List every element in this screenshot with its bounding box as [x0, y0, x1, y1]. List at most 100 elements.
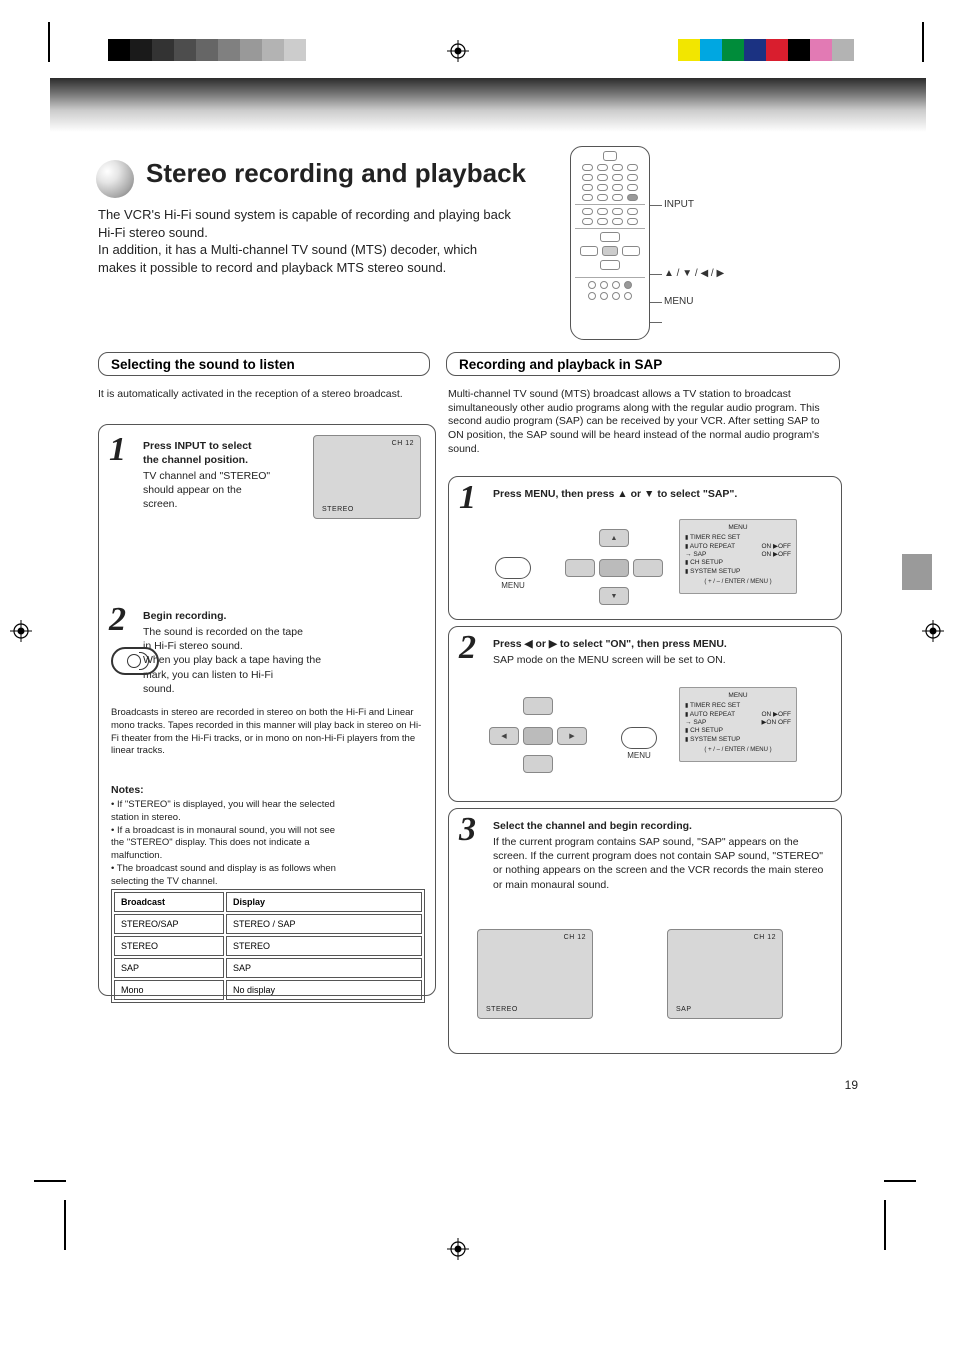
step-number: 1: [109, 431, 126, 469]
right-box-step2: 2 Press ◀ or ▶ to select "ON", then pres…: [448, 626, 842, 802]
registration-mark-icon: [447, 1238, 469, 1260]
swatch: [744, 39, 766, 61]
note-line: • If "STEREO" is displayed, you will hea…: [111, 799, 335, 810]
menu-button-label: MENU: [621, 751, 657, 760]
osd-row-r: ON ▶OFF: [761, 711, 791, 720]
right-box-step1: 1 Press MENU, then press ▲ or ▼ to selec…: [448, 476, 842, 620]
hifi-icon: [111, 647, 159, 675]
step-line: Press INPUT to select: [143, 440, 252, 452]
note-line: malfunction.: [111, 850, 162, 861]
swatch: [218, 39, 240, 61]
osd-row-r: ON ▶OFF: [761, 543, 791, 552]
left-box: 1 Press INPUT to select the channel posi…: [98, 424, 436, 996]
osd-title: MENU: [685, 524, 791, 532]
step-number: 2: [459, 629, 476, 667]
tv-screen: CH 12 SAP: [667, 929, 783, 1019]
color-bar-process: [678, 39, 854, 61]
section-bar-left: Selecting the sound to listen: [98, 352, 430, 376]
header-gradient: [50, 78, 926, 132]
notes-body: • If "STEREO" is displayed, you will hea…: [111, 799, 425, 889]
menu-button-icon: [621, 727, 657, 749]
osd-row-r: ▶ON OFF: [761, 719, 791, 727]
tv-channel: CH 12: [754, 934, 776, 941]
dpad-icon: ▲ ▼: [551, 529, 677, 613]
tv-tag: SAP: [676, 1006, 692, 1013]
swatch: [108, 39, 130, 61]
osd-row: AUTO REPEAT: [690, 711, 735, 718]
table-cell: No display: [226, 980, 422, 1000]
note-line: • If a broadcast is in monaural sound, y…: [111, 825, 335, 836]
swatch: [832, 39, 854, 61]
note-line: the "STEREO" display. This does not indi…: [111, 837, 310, 848]
step-line: Begin recording.: [143, 610, 226, 622]
table-cell: STEREO/SAP: [114, 914, 224, 934]
osd-footer: ( + / – / ENTER / MENU ): [685, 579, 791, 587]
swatch: [196, 39, 218, 61]
note-line: Broadcasts in stereo are recorded in ste…: [111, 707, 306, 718]
step1r-title: Press MENU, then press ▲ or ▼ to select …: [493, 487, 823, 501]
tv-channel: CH 12: [564, 934, 586, 941]
leader-line: [650, 302, 662, 303]
swatch: [766, 39, 788, 61]
table-cell: SAP: [114, 958, 224, 978]
swatch: [700, 39, 722, 61]
step-line: When you play back a tape having the: [143, 654, 321, 666]
menu-button-icon: [495, 557, 531, 579]
step2-body: The sound is recorded on the tape in Hi-…: [143, 625, 423, 696]
swatch: [810, 39, 832, 61]
note-line: recorded in this manner will play back i…: [196, 720, 393, 731]
dpad-down: [523, 755, 553, 773]
page-number: 19: [845, 1078, 858, 1092]
step-line: mark, you can listen to Hi-Fi: [143, 669, 273, 681]
step-line: should appear on the: [143, 484, 242, 496]
remote-illustration: [570, 146, 650, 340]
notes-title: Notes:: [111, 783, 144, 797]
step2-title: Begin recording.: [143, 609, 423, 623]
right-box-step3: 3 Select the channel and begin recording…: [448, 808, 842, 1054]
remote-label-menu: MENU: [664, 296, 693, 307]
osd-row: TIMER REC SET: [690, 534, 740, 541]
osd-row-r: ON ▶OFF: [761, 551, 791, 559]
leader-line: [650, 274, 662, 275]
swatch: [130, 39, 152, 61]
step-number: 1: [459, 479, 476, 517]
swatch: [788, 39, 810, 61]
crop-mark: [48, 22, 50, 62]
tv-screen: CH 12 STEREO: [313, 435, 421, 519]
tv-tag: STEREO: [322, 506, 354, 513]
leader-line: [650, 322, 662, 323]
osd-row: CH SETUP: [690, 727, 723, 734]
dpad-up: ▲: [599, 529, 629, 547]
osd-menu: MENU ▮ TIMER REC SET ▮ AUTO REPEATON ▶OF…: [679, 519, 797, 594]
swatch: [722, 39, 744, 61]
table-cell: SAP: [226, 958, 422, 978]
osd-row: AUTO REPEAT: [690, 543, 735, 550]
section-tab: [902, 554, 932, 590]
note-line: selecting the TV channel.: [111, 876, 218, 887]
tv-screen: CH 12 STEREO: [477, 929, 593, 1019]
dpad-right: [633, 559, 663, 577]
tv-channel: CH 12: [392, 440, 414, 447]
table-cell: STEREO / SAP: [226, 914, 422, 934]
dpad-left: [565, 559, 595, 577]
step2r-body: SAP mode on the MENU screen will be set …: [493, 653, 823, 667]
remote-label-arrows: ▲ / ▼ / ◀ / ▶: [664, 268, 724, 279]
dpad-up: [523, 697, 553, 715]
table-cell: STEREO: [114, 936, 224, 956]
osd-row: CH SETUP: [690, 559, 723, 566]
section-bar-right-title: Recording and playback in SAP: [459, 357, 662, 372]
note-line: • The broadcast sound and display is as …: [111, 863, 336, 874]
crop-mark: [34, 1180, 66, 1182]
subtitle-line: makes it possible to record and playback…: [98, 260, 446, 275]
registration-mark-icon: [922, 620, 944, 642]
step-line: sound.: [143, 683, 175, 695]
osd-footer: ( + / – / ENTER / MENU ): [685, 747, 791, 755]
step-line: TV channel and "STEREO": [143, 470, 270, 482]
menu-button-label: MENU: [495, 581, 531, 590]
swatch: [306, 39, 328, 61]
crop-mark: [884, 1200, 886, 1250]
section-bar-left-title: Selecting the sound to listen: [111, 357, 295, 372]
swatch: [174, 39, 196, 61]
step-line: the channel position.: [143, 454, 248, 466]
right-lead: Multi-channel TV sound (MTS) broadcast a…: [448, 388, 838, 456]
